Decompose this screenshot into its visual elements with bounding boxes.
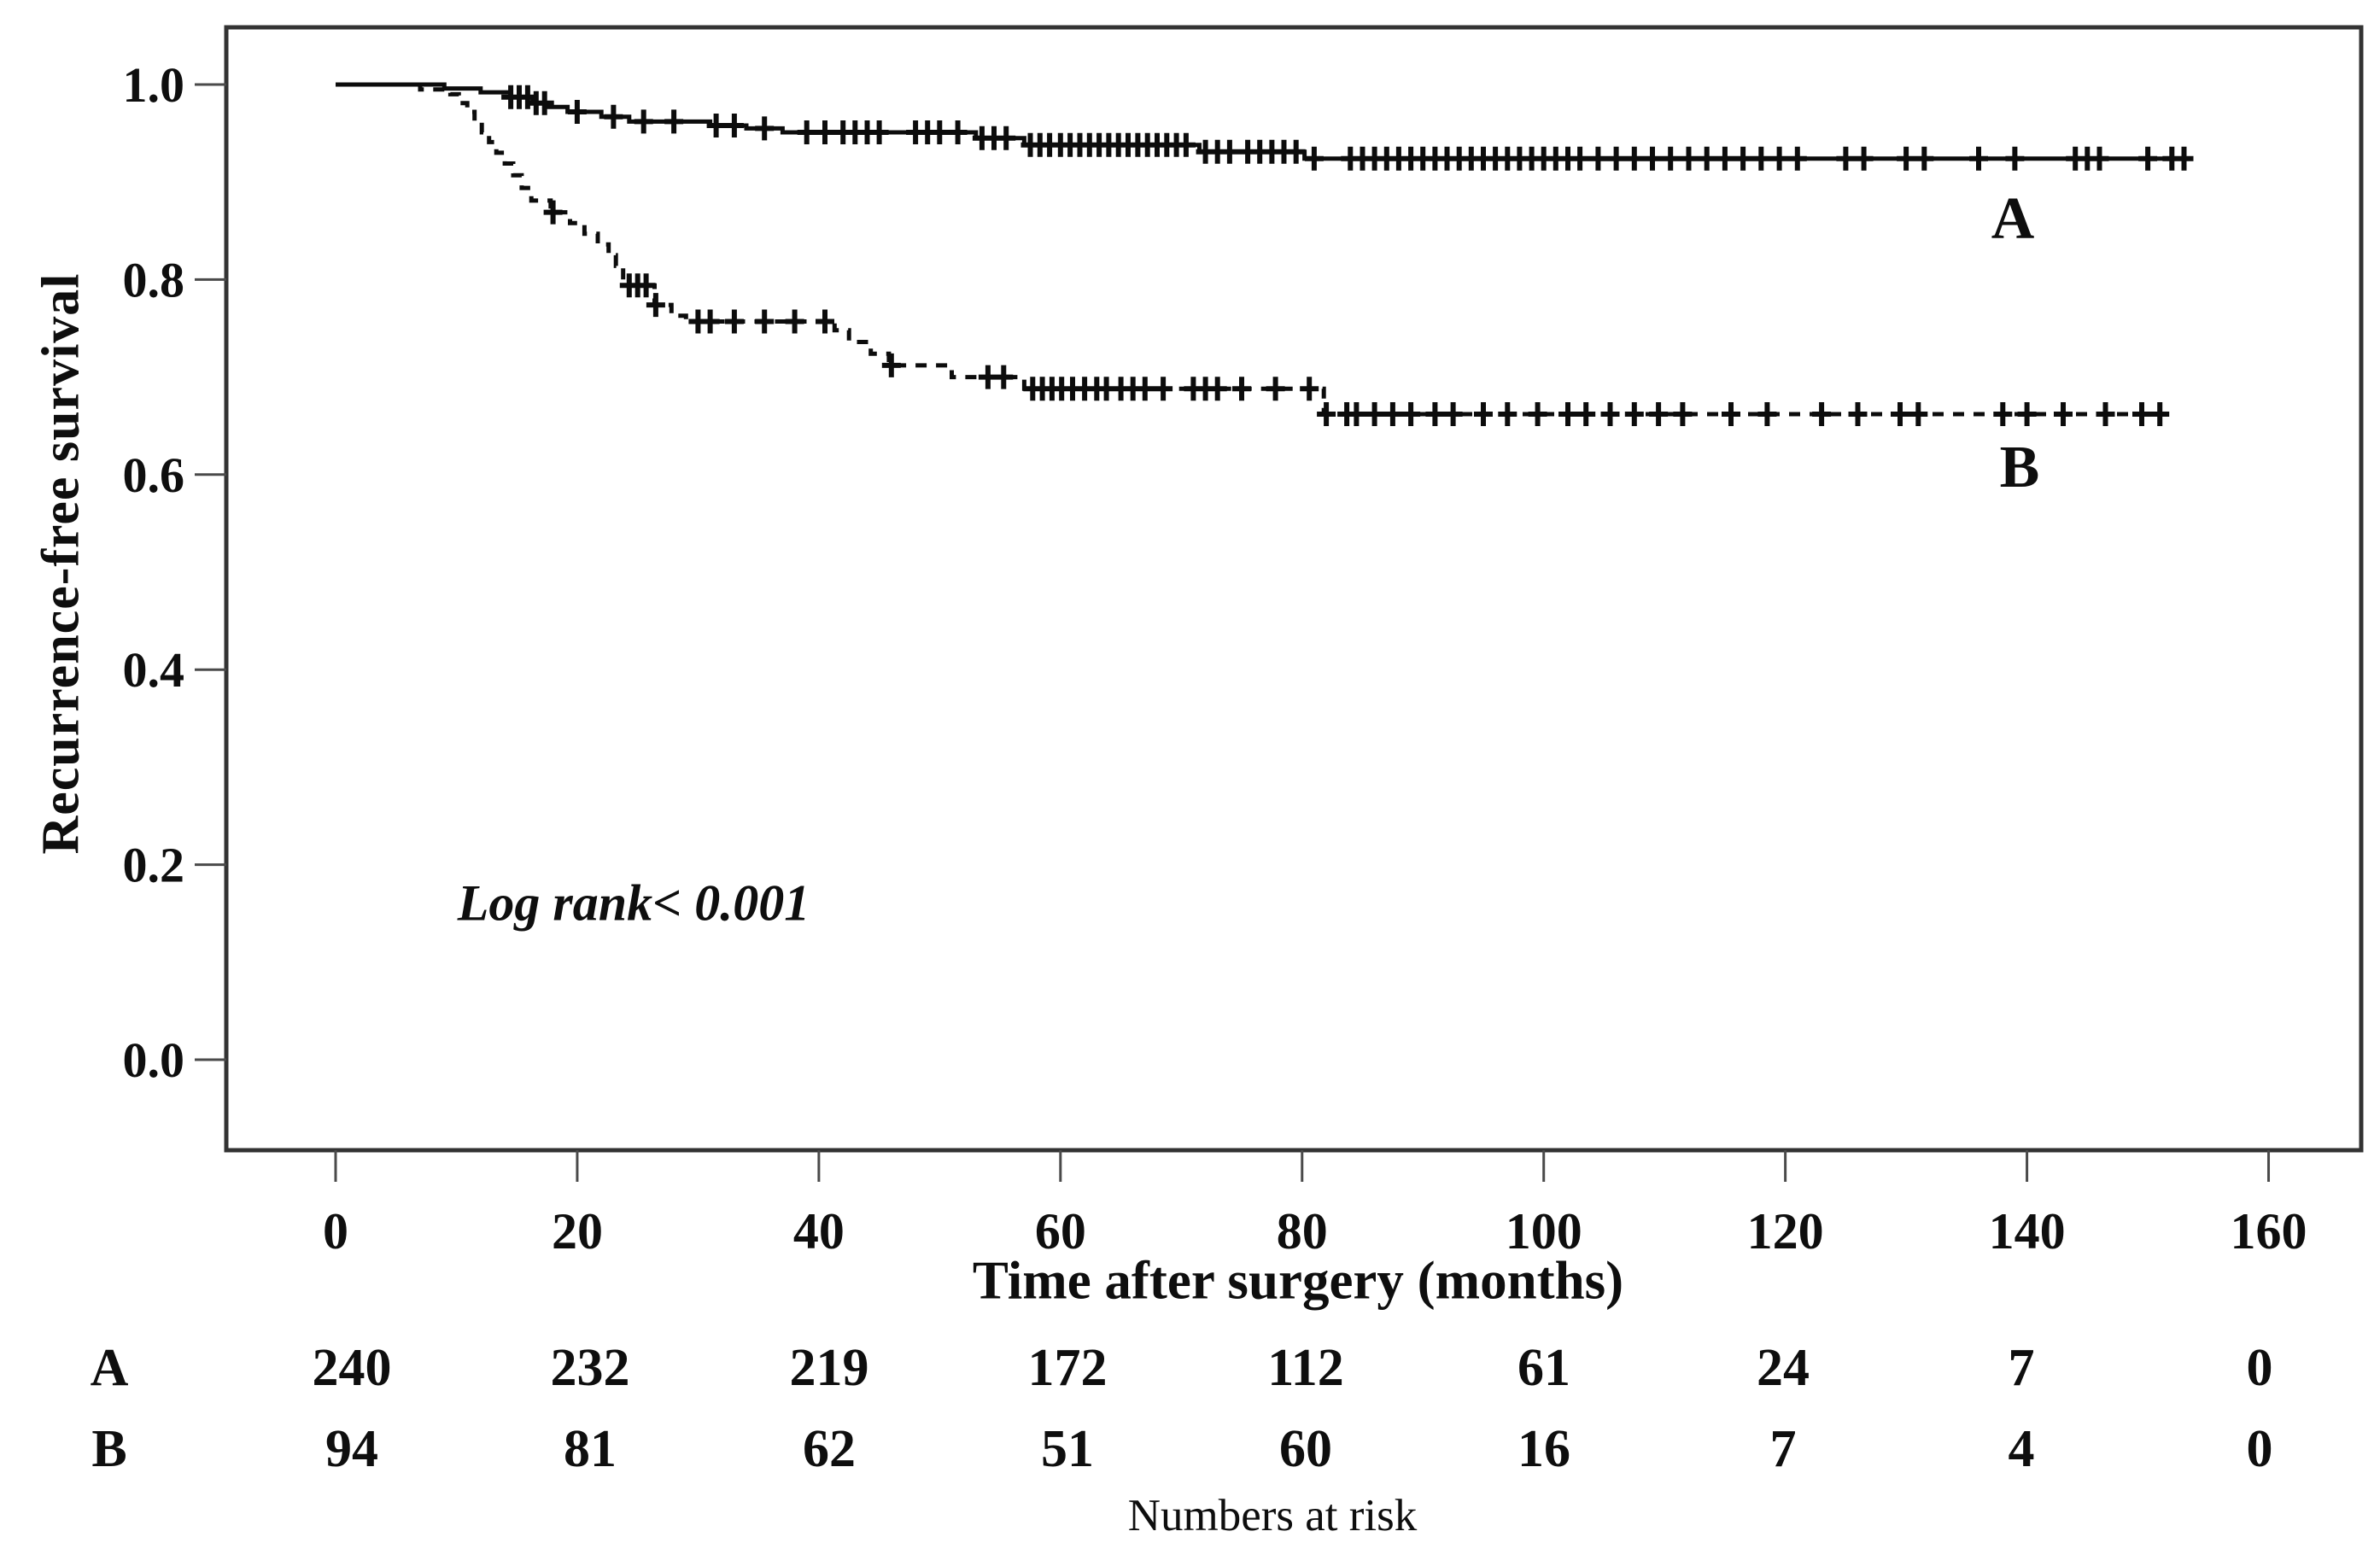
- risk-count: 172: [1027, 1339, 1108, 1397]
- risk-count: 61: [1517, 1339, 1570, 1397]
- y-tick-label: 0.2: [123, 838, 185, 893]
- risk-count: 51: [1041, 1420, 1094, 1478]
- risk-row-label: A: [90, 1339, 129, 1397]
- x-tick-label: 40: [793, 1203, 845, 1260]
- risk-row-a: A 240 232 219 172 112 61 24 7 0: [0, 1337, 2380, 1399]
- y-tick-label: 1.0: [123, 57, 185, 113]
- risk-count: 24: [1757, 1339, 1810, 1397]
- y-tick-label: 0.6: [123, 447, 185, 503]
- x-tick-label: 0: [323, 1203, 348, 1260]
- risk-count: 62: [803, 1420, 856, 1478]
- risk-count: 112: [1267, 1339, 1344, 1397]
- risk-count: 81: [564, 1420, 617, 1478]
- risk-row-b: B 94 81 62 51 60 16 7 4 0: [0, 1418, 2380, 1480]
- risk-count: 4: [2008, 1420, 2035, 1478]
- risk-count: 0: [2246, 1339, 2273, 1397]
- x-axis-title: Time after surgery (months): [972, 1250, 1624, 1311]
- x-tick-label: 140: [1989, 1203, 2066, 1260]
- series-label-b: B: [1999, 435, 2040, 500]
- y-tick-label: 0.8: [123, 252, 185, 307]
- risk-count: 240: [312, 1339, 392, 1397]
- x-tick-label: 100: [1506, 1203, 1582, 1260]
- x-tick-label: 20: [552, 1203, 603, 1260]
- x-tick-label: 80: [1277, 1203, 1328, 1260]
- risk-count: 232: [550, 1339, 630, 1397]
- risk-row-label: B: [91, 1420, 127, 1478]
- y-tick-label: 0.0: [123, 1032, 185, 1088]
- risk-count: 0: [2246, 1420, 2273, 1478]
- x-tick-label: 120: [1747, 1203, 1824, 1260]
- risk-count: 94: [325, 1420, 378, 1478]
- risk-count: 60: [1279, 1420, 1332, 1478]
- risk-count: 219: [789, 1339, 869, 1397]
- y-tick-label: 0.4: [123, 642, 185, 698]
- risk-count: 7: [1769, 1420, 1797, 1478]
- censor-marks-B: [543, 200, 2170, 426]
- x-tick-label: 160: [2231, 1203, 2307, 1260]
- risk-count: 16: [1517, 1420, 1570, 1478]
- plot-border: [224, 25, 2364, 1153]
- y-axis-title: Recurrence-free survival: [32, 272, 91, 855]
- censor-marks-A: [501, 85, 2194, 171]
- risk-count: 7: [2008, 1339, 2035, 1397]
- x-tick-label: 60: [1035, 1203, 1086, 1260]
- risk-table-caption: Numbers at risk: [1127, 1491, 1418, 1540]
- log-rank-annotation: Log rank< 0.001: [457, 874, 810, 932]
- series-label-a: A: [1991, 186, 2035, 252]
- survival-curve-B: [336, 82, 2161, 417]
